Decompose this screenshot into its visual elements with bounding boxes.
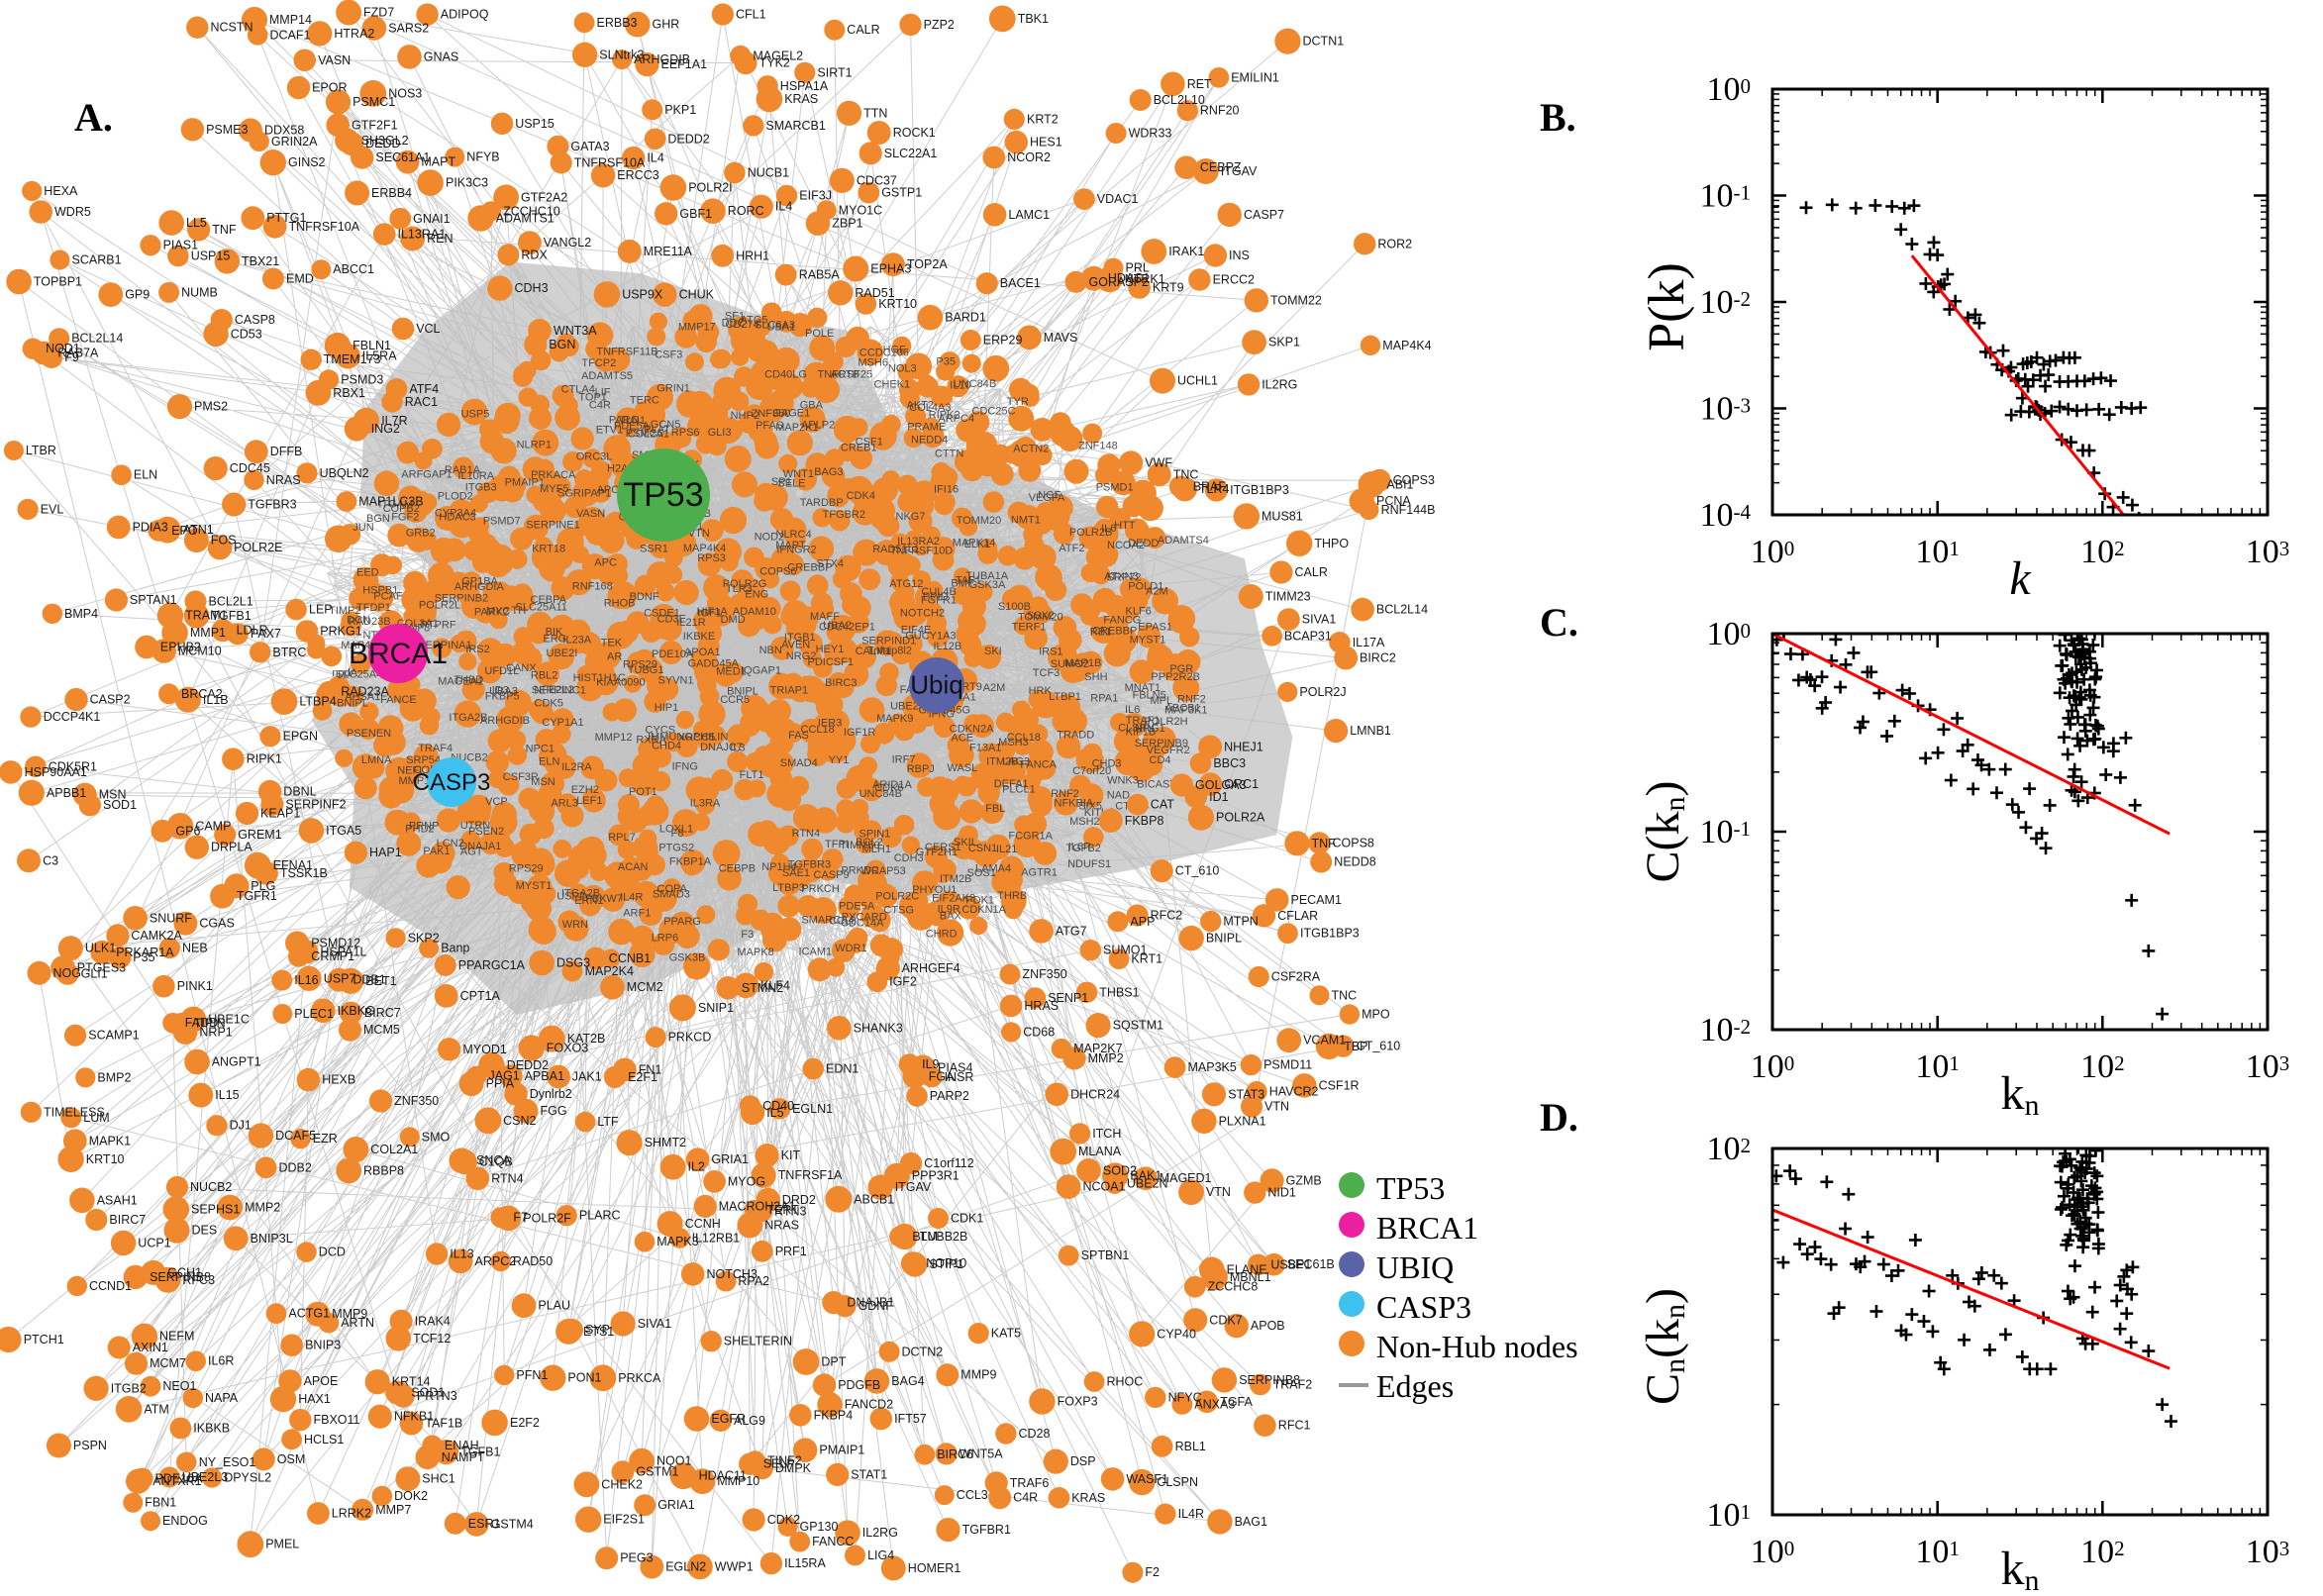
svg-text:101: 101 (1915, 1048, 1960, 1085)
svg-text:kn: kn (2001, 1067, 2040, 1122)
svg-text:10-1: 10-1 (1700, 814, 1752, 850)
svg-text:P(k): P(k) (1639, 262, 1695, 351)
svg-text:102: 102 (2080, 1534, 2125, 1570)
svg-text:103: 103 (2246, 1534, 2290, 1570)
svg-text:103: 103 (2246, 534, 2290, 570)
svg-text:10-3: 10-3 (1700, 391, 1752, 428)
svg-text:10-4: 10-4 (1700, 497, 1752, 534)
svg-text:101: 101 (1915, 1534, 1960, 1570)
svg-text:10-1: 10-1 (1700, 178, 1752, 215)
svg-text:100: 100 (1751, 1048, 1795, 1085)
svg-text:kn: kn (2001, 1543, 2040, 1596)
svg-text:10-2: 10-2 (1700, 284, 1752, 321)
svg-text:100: 100 (1751, 1534, 1795, 1570)
svg-text:C(kn): C(kn) (1637, 781, 1691, 883)
svg-text:102: 102 (2080, 534, 2125, 570)
svg-text:102: 102 (1707, 1131, 1752, 1167)
svg-text:100: 100 (1707, 71, 1752, 108)
svg-text:100: 100 (1707, 616, 1752, 652)
svg-text:10-2: 10-2 (1700, 1012, 1752, 1048)
svg-text:101: 101 (1915, 534, 1960, 570)
svg-text:101: 101 (1707, 1497, 1752, 1534)
svg-text:102: 102 (2080, 1048, 2125, 1085)
svg-text:100: 100 (1751, 534, 1795, 570)
svg-text:k: k (2009, 552, 2032, 605)
svg-text:103: 103 (2246, 1048, 2290, 1085)
